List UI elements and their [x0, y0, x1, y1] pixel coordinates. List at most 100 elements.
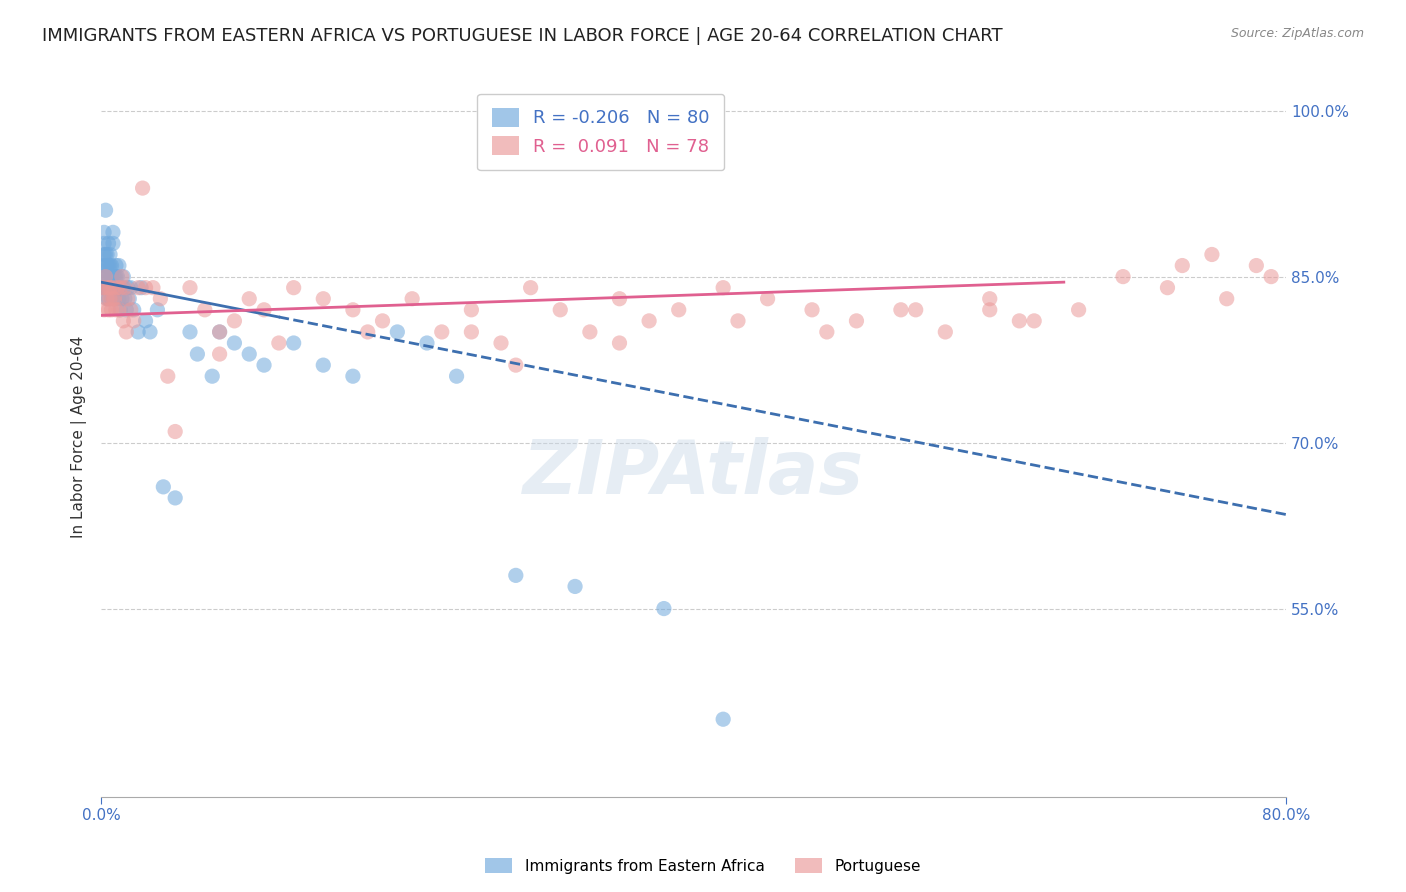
Point [548, 302, 571, 317]
Point [93, 225, 115, 239]
Point [1260, 269, 1282, 284]
Point [114, 292, 136, 306]
Point [96, 292, 118, 306]
Point [98, 281, 121, 295]
Point [1201, 247, 1223, 261]
Point [711, 281, 734, 295]
Point [100, 269, 122, 284]
Point [111, 269, 134, 284]
Point [142, 281, 165, 295]
Point [1156, 281, 1178, 295]
Point [979, 302, 1001, 317]
Point [112, 314, 135, 328]
Point [98, 292, 121, 306]
Point [103, 292, 125, 306]
Point [165, 425, 187, 439]
Point [342, 302, 364, 317]
Point [97, 259, 120, 273]
Point [505, 358, 527, 372]
Point [93, 247, 115, 261]
Point [564, 579, 586, 593]
Point [107, 281, 129, 295]
Point [186, 347, 208, 361]
Point [101, 269, 124, 284]
Point [756, 292, 779, 306]
Point [208, 325, 231, 339]
Point [489, 336, 512, 351]
Point [312, 358, 335, 372]
Legend: Immigrants from Eastern Africa, Portuguese: Immigrants from Eastern Africa, Portugue… [478, 852, 928, 880]
Point [416, 336, 439, 351]
Point [890, 302, 912, 317]
Point [94, 281, 117, 295]
Point [430, 325, 453, 339]
Point [579, 325, 602, 339]
Point [387, 325, 409, 339]
Point [283, 336, 305, 351]
Point [179, 325, 201, 339]
Point [165, 491, 187, 505]
Point [110, 281, 132, 295]
Point [96, 281, 118, 295]
Point [107, 281, 129, 295]
Legend: R = -0.206   N = 80, R =  0.091   N = 78: R = -0.206 N = 80, R = 0.091 N = 78 [478, 94, 724, 170]
Point [638, 314, 661, 328]
Point [312, 292, 335, 306]
Point [98, 247, 121, 261]
Text: ZIPAtlas: ZIPAtlas [523, 436, 865, 509]
Point [100, 281, 122, 295]
Point [100, 259, 122, 273]
Point [446, 369, 468, 384]
Point [101, 236, 124, 251]
Point [94, 203, 117, 218]
Point [103, 281, 125, 295]
Point [904, 302, 927, 317]
Point [1112, 269, 1135, 284]
Point [100, 292, 122, 306]
Point [117, 281, 139, 295]
Point [815, 325, 838, 339]
Point [112, 281, 135, 295]
Point [96, 292, 118, 306]
Point [101, 292, 124, 306]
Point [112, 269, 135, 284]
Point [253, 358, 276, 372]
Point [97, 236, 120, 251]
Point [1215, 292, 1237, 306]
Point [120, 281, 142, 295]
Point [108, 281, 131, 295]
Point [460, 325, 482, 339]
Point [201, 369, 224, 384]
Point [111, 292, 134, 306]
Point [104, 281, 127, 295]
Point [283, 281, 305, 295]
Point [108, 302, 131, 317]
Point [152, 480, 174, 494]
Point [131, 181, 153, 195]
Text: Source: ZipAtlas.com: Source: ZipAtlas.com [1230, 27, 1364, 40]
Point [94, 269, 117, 284]
Point [139, 325, 162, 339]
Point [371, 314, 394, 328]
Point [609, 336, 631, 351]
Point [114, 281, 136, 295]
Point [1171, 259, 1194, 273]
Point [934, 325, 956, 339]
Point [224, 314, 246, 328]
Y-axis label: In Labor Force | Age 20-64: In Labor Force | Age 20-64 [72, 336, 87, 538]
Point [96, 247, 118, 261]
Point [96, 259, 118, 273]
Point [267, 336, 290, 351]
Point [668, 302, 690, 317]
Point [652, 601, 675, 615]
Point [98, 281, 121, 295]
Point [135, 281, 157, 295]
Point [127, 325, 149, 339]
Point [94, 259, 117, 273]
Point [96, 269, 118, 284]
Point [146, 302, 169, 317]
Point [357, 325, 380, 339]
Point [101, 225, 124, 239]
Point [91, 281, 114, 295]
Point [97, 269, 120, 284]
